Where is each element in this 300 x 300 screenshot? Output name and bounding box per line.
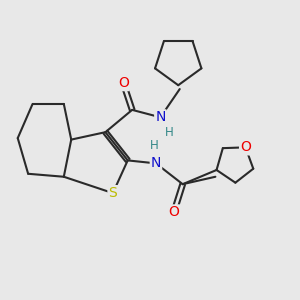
Text: N: N [151, 156, 161, 170]
Text: S: S [109, 186, 117, 200]
Text: O: O [168, 206, 179, 219]
Text: H: H [165, 126, 174, 139]
Text: H: H [150, 139, 159, 152]
Text: O: O [118, 76, 129, 90]
Text: O: O [240, 140, 251, 154]
Text: N: N [155, 110, 166, 124]
